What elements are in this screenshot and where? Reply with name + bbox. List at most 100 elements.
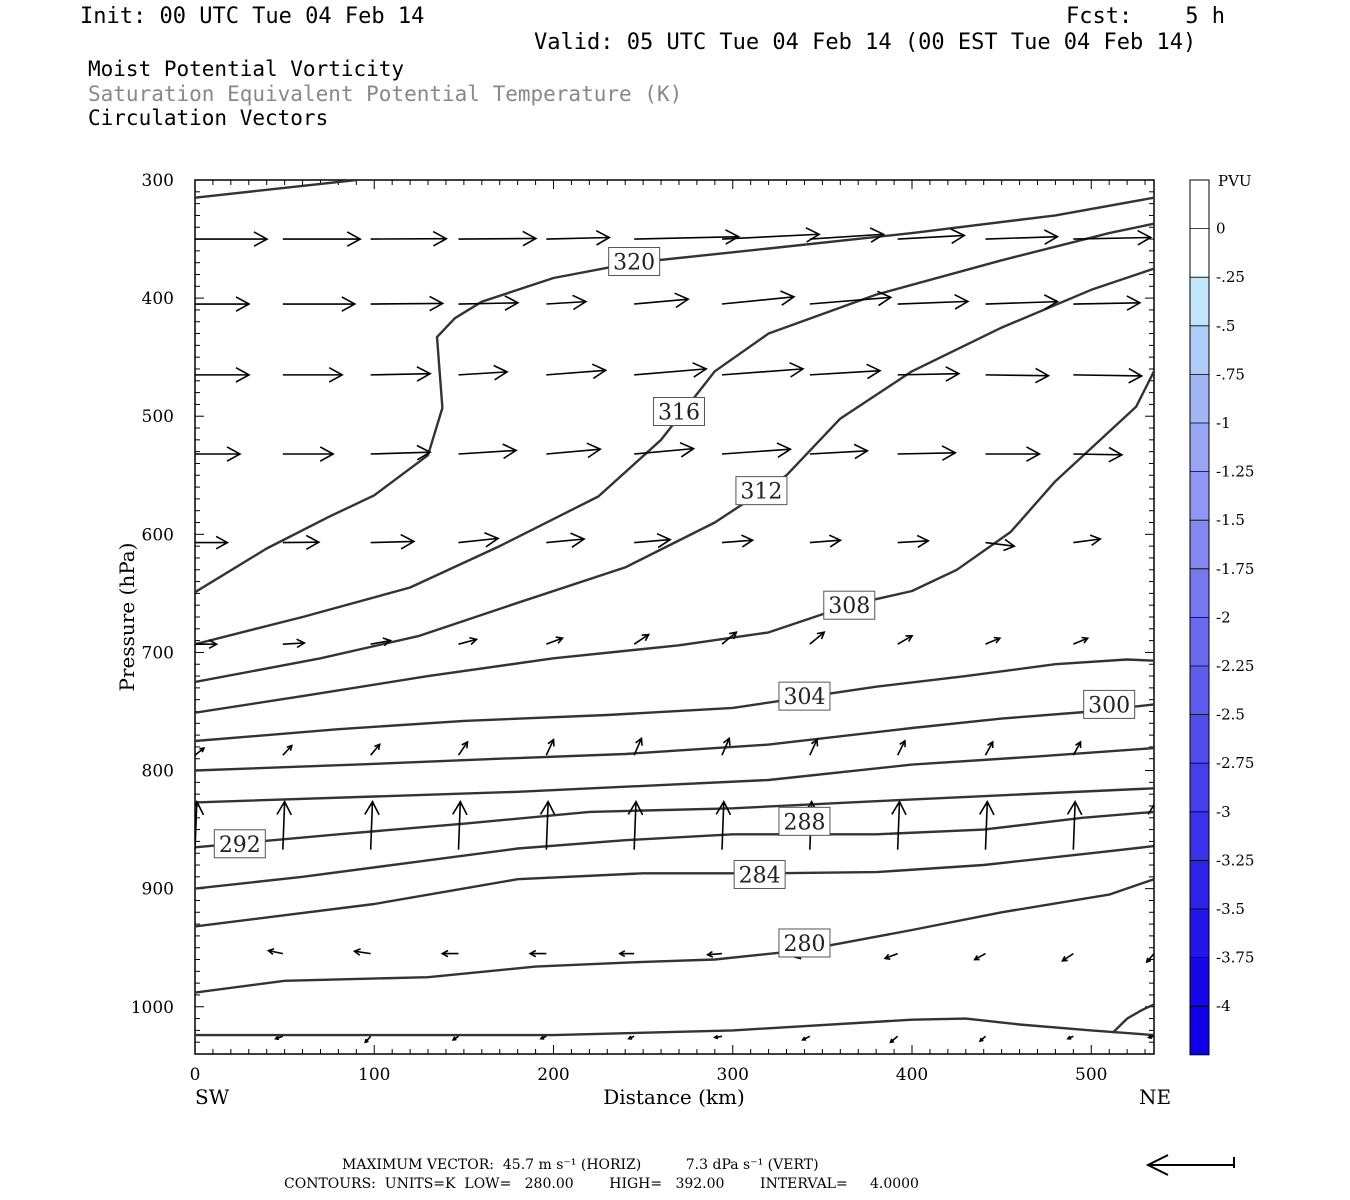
circulation-vector: [985, 636, 1002, 645]
vector-shaft: [1073, 374, 1142, 377]
x-tick-label: 200: [537, 1065, 569, 1085]
vector-head: [528, 949, 537, 958]
x-tick-label: 0: [190, 1065, 201, 1085]
vector-shaft: [546, 369, 606, 376]
circulation-vector: [809, 290, 893, 307]
vector-head: [440, 949, 449, 958]
vector-shaft: [457, 741, 469, 756]
vector-shaft: [1073, 453, 1122, 456]
circulation-vector: [883, 952, 898, 960]
circulation-vectors: [182, 227, 1180, 1044]
vector-shaft: [721, 631, 737, 645]
vector-head: [674, 292, 690, 309]
x-right-end-label: NE: [1139, 1085, 1171, 1109]
vector-head: [1145, 957, 1152, 964]
vector-shaft: [268, 949, 283, 955]
colorbar-segment: [1190, 325, 1209, 375]
vector-head: [635, 736, 643, 746]
vector-head: [883, 953, 891, 960]
circulation-vector: [809, 227, 886, 243]
circulation-vector: [282, 367, 344, 383]
vector-head: [182, 949, 187, 954]
contour-label: 292: [219, 833, 261, 858]
vector-shaft: [354, 950, 371, 955]
colorbar-segment: [1190, 374, 1209, 423]
circulation-vector: [897, 534, 930, 548]
vector-head: [692, 362, 708, 378]
vector-shaft: [974, 952, 986, 961]
theta-es-contour: [195, 703, 1154, 772]
circulation-vector: [282, 231, 362, 247]
title-theta-es: Saturation Equivalent Potential Temperat…: [88, 82, 683, 106]
vector-shaft: [985, 374, 1049, 377]
circulation-vector: [809, 534, 843, 548]
vector-head: [627, 1035, 633, 1040]
vector-head: [235, 296, 251, 312]
vector-shaft: [809, 449, 868, 455]
vector-head: [352, 948, 361, 956]
circulation-vector: [801, 1035, 811, 1041]
vector-head: [725, 229, 741, 245]
colorbar-segment: [1190, 1006, 1209, 1055]
contour-label-box: [823, 590, 876, 620]
vector-head: [641, 633, 650, 642]
circulation-vector: [458, 443, 518, 460]
theta-es-contour: [1111, 1003, 1154, 1034]
vector-shaft: [1072, 801, 1076, 850]
y-tick-label: 300: [142, 171, 174, 191]
vector-shaft: [1073, 637, 1089, 645]
vector-head: [186, 1035, 189, 1038]
vector-head: [1075, 740, 1082, 749]
vector-shaft: [985, 235, 1058, 240]
reference-vector-arrow: [1145, 1154, 1235, 1176]
circulation-vector: [1066, 1035, 1074, 1040]
vector-head: [715, 800, 732, 816]
vector-head: [235, 367, 251, 383]
forecast-hour-label: Fcst: 5 h: [1066, 4, 1225, 29]
vector-head: [987, 740, 994, 748]
x-left-end-label: SW: [195, 1085, 230, 1109]
vector-head: [916, 534, 930, 548]
title-mpv: Moist Potential Vorticity: [88, 57, 405, 81]
vector-head: [374, 743, 381, 751]
vector-shaft: [458, 371, 508, 376]
vector-head: [539, 1035, 545, 1040]
circulation-vector: [440, 949, 459, 958]
vector-shaft: [1073, 236, 1151, 240]
circulation-vector: [195, 535, 230, 550]
contour-label-box: [733, 859, 786, 889]
colorbar-level-label: -2.25: [1216, 657, 1254, 675]
contour-label-box: [735, 476, 788, 506]
colorbar-level-label: -3.5: [1216, 900, 1245, 918]
colorbar-level-label: -.5: [1216, 317, 1235, 335]
colorbar-segment: [1190, 568, 1209, 618]
vector-head: [780, 290, 796, 306]
x-tick-label: 100: [358, 1065, 390, 1085]
colorbar-segment: [1190, 228, 1209, 278]
vector-shaft: [897, 635, 913, 645]
vector-head: [382, 637, 393, 647]
circulation-vector: [1073, 367, 1144, 384]
vector-head: [539, 800, 556, 816]
vector-shaft: [896, 740, 906, 756]
vector-shaft: [809, 296, 891, 305]
vector-head: [416, 366, 432, 382]
vector-head: [555, 636, 565, 644]
vector-head: [570, 532, 586, 548]
circulation-vector: [897, 366, 961, 382]
theta-es-contour: [195, 810, 1154, 890]
vector-shaft: [985, 637, 1001, 645]
circulation-vector: [458, 230, 538, 247]
vector-head: [452, 800, 468, 816]
vector-shaft: [545, 739, 555, 756]
colorbar-level-label: -2: [1216, 608, 1231, 626]
vector-shaft: [1146, 953, 1154, 963]
circulation-vector: [634, 229, 741, 245]
vector-shaft: [809, 739, 818, 756]
vector-head: [889, 1038, 895, 1044]
circulation-vector: [979, 800, 995, 850]
circulation-vector: [273, 1035, 284, 1041]
vector-shaft: [282, 642, 305, 645]
contour-labels: 320 316 312 308 304 300 292 288 284 280: [213, 246, 1136, 958]
vector-head: [1170, 535, 1180, 545]
